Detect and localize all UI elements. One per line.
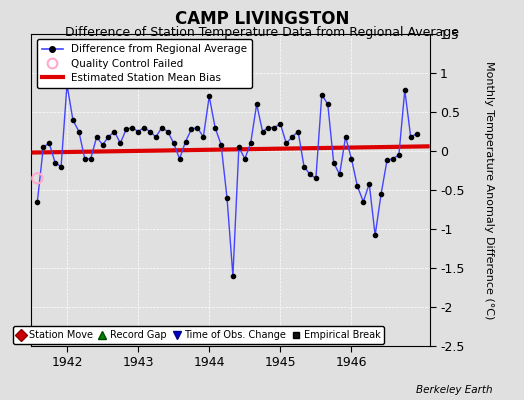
Text: Difference of Station Temperature Data from Regional Average: Difference of Station Temperature Data f… bbox=[65, 26, 459, 39]
Text: CAMP LIVINGSTON: CAMP LIVINGSTON bbox=[175, 10, 349, 28]
Text: Berkeley Earth: Berkeley Earth bbox=[416, 385, 493, 395]
Legend: Station Move, Record Gap, Time of Obs. Change, Empirical Break: Station Move, Record Gap, Time of Obs. C… bbox=[13, 326, 384, 344]
Point bbox=[33, 175, 41, 182]
Y-axis label: Monthly Temperature Anomaly Difference (°C): Monthly Temperature Anomaly Difference (… bbox=[484, 61, 494, 319]
